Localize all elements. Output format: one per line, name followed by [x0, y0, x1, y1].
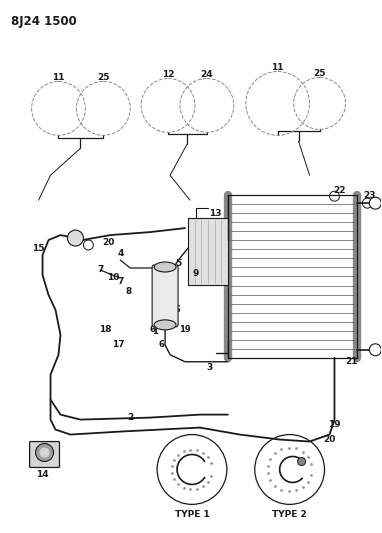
Text: 1: 1: [152, 327, 158, 336]
Text: 19: 19: [328, 420, 341, 429]
Text: 25: 25: [97, 73, 110, 82]
FancyBboxPatch shape: [152, 265, 178, 327]
Text: 3: 3: [207, 363, 213, 372]
Text: 17: 17: [112, 340, 125, 349]
Text: 11: 11: [52, 73, 65, 82]
Text: 18: 18: [99, 325, 112, 334]
Ellipse shape: [154, 262, 176, 272]
Text: 23: 23: [363, 191, 376, 200]
Text: 24: 24: [201, 70, 213, 79]
Circle shape: [36, 443, 53, 462]
Text: 20: 20: [323, 435, 336, 444]
Text: 19: 19: [179, 325, 191, 334]
Text: 8J24 1500: 8J24 1500: [11, 15, 76, 28]
Circle shape: [298, 457, 306, 465]
Text: 25: 25: [313, 69, 326, 78]
Text: 7: 7: [97, 265, 104, 274]
Text: 13: 13: [209, 208, 221, 217]
Text: 6: 6: [149, 325, 155, 334]
Text: 4: 4: [117, 248, 123, 257]
Text: TYPE 2: TYPE 2: [272, 510, 307, 519]
Circle shape: [68, 230, 83, 246]
Text: TYPE 1: TYPE 1: [175, 510, 209, 519]
Text: 5: 5: [175, 259, 181, 268]
Text: 14: 14: [36, 470, 49, 479]
Text: 2: 2: [127, 413, 133, 422]
Text: 21: 21: [345, 357, 358, 366]
Text: 7: 7: [117, 278, 123, 286]
FancyBboxPatch shape: [188, 218, 228, 285]
Circle shape: [369, 197, 381, 209]
Text: 22: 22: [333, 185, 346, 195]
Text: 12: 12: [162, 70, 174, 79]
Text: 20: 20: [102, 238, 115, 247]
Ellipse shape: [154, 320, 176, 330]
Text: 6: 6: [158, 340, 164, 349]
Text: 15: 15: [32, 244, 45, 253]
Text: 16: 16: [169, 305, 181, 314]
Circle shape: [40, 448, 50, 457]
FancyBboxPatch shape: [29, 441, 60, 467]
Text: 8: 8: [125, 287, 131, 296]
Text: 9: 9: [193, 270, 199, 278]
Text: 11: 11: [272, 63, 284, 72]
Text: 10: 10: [107, 273, 120, 282]
Circle shape: [369, 344, 381, 356]
